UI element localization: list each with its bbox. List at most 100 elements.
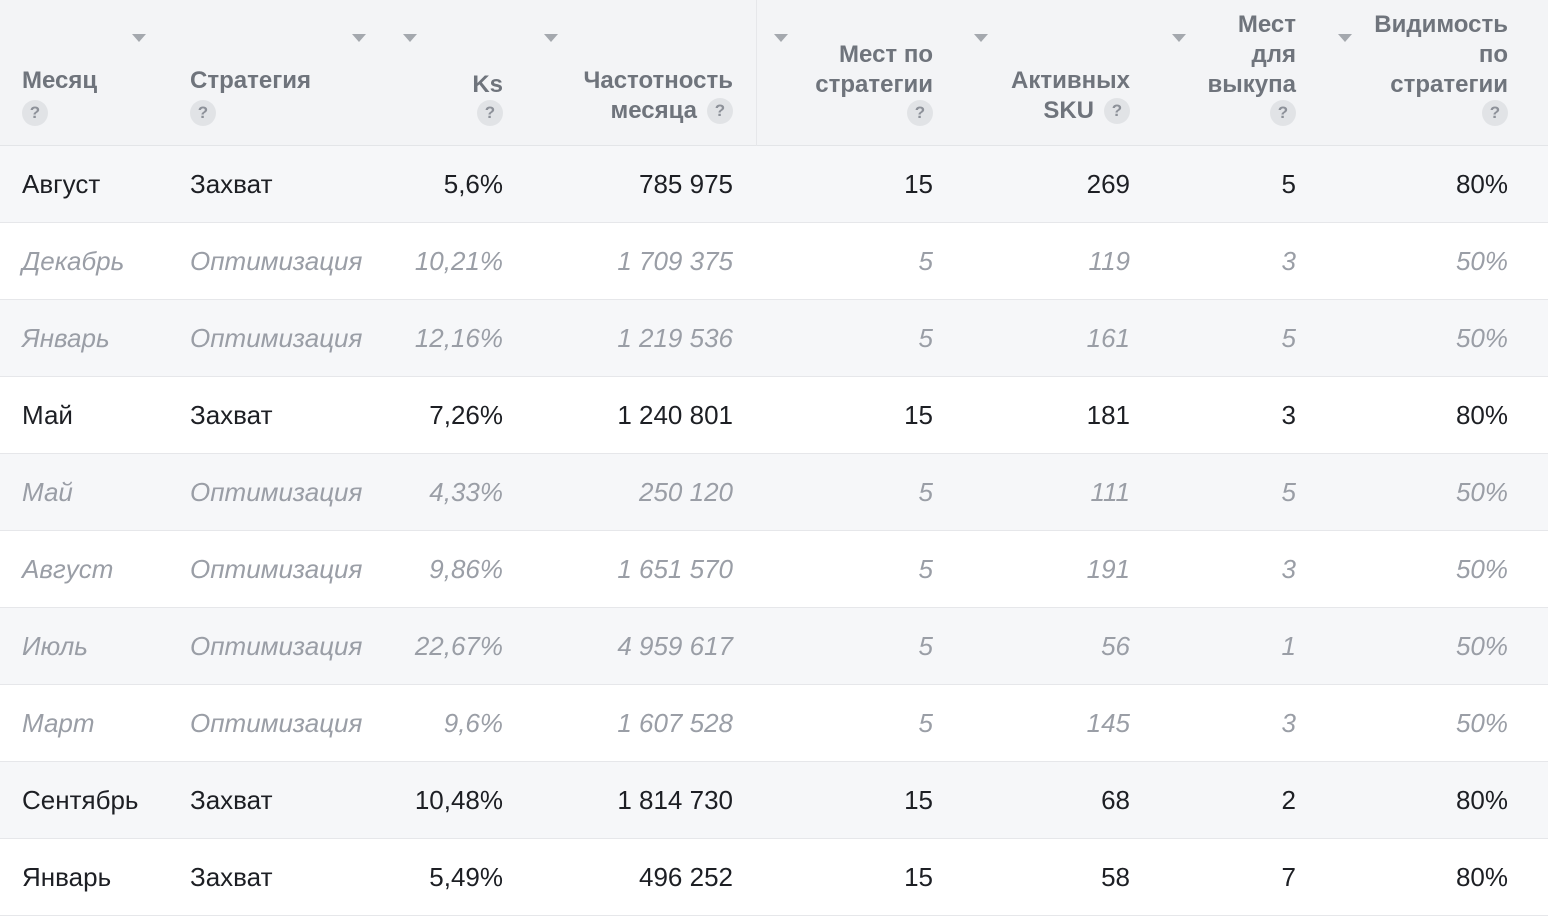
sort-caret-down-icon[interactable] [132, 34, 146, 42]
column-header-visibility-label-1: Видимость [1374, 11, 1508, 38]
cell-ks: 4,33% [429, 477, 503, 507]
column-header-visibility[interactable]: Видимость по стратегии ? [1332, 0, 1508, 146]
cell-frequency: 1 651 570 [617, 554, 733, 584]
sort-caret-down-icon[interactable] [974, 34, 988, 42]
cell-places-for-buyout: 5 [1281, 169, 1296, 199]
cell-active-sku: 56 [1101, 631, 1130, 661]
table-row[interactable]: Март Оптимизация 9,6% 1 607 528 5 145 3 … [0, 685, 1548, 762]
table-row[interactable]: Май Захват 7,26% 1 240 801 15 181 3 80% [0, 377, 1548, 454]
sort-caret-down-icon[interactable] [403, 34, 417, 42]
table-row[interactable]: Май Оптимизация 4,33% 250 120 5 111 5 50… [0, 454, 1548, 531]
sort-caret-down-icon[interactable] [1172, 34, 1186, 42]
cell-frequency: 1 240 801 [617, 400, 733, 430]
cell-frequency: 496 252 [639, 862, 733, 892]
column-header-active-sku[interactable]: Активных SKU ? [970, 0, 1130, 146]
column-header-month-label: Месяц [22, 67, 98, 94]
cell-active-sku: 145 [1086, 708, 1130, 738]
cell-strategy: Захват [190, 169, 273, 199]
cell-frequency: 785 975 [639, 169, 733, 199]
cell-active-sku: 119 [1088, 246, 1130, 276]
column-header-strategy[interactable]: Стратегия ? [168, 0, 378, 146]
column-header-places-by-strategy[interactable]: Мест по стратегии ? [770, 0, 933, 146]
table-row[interactable]: Январь Захват 5,49% 496 252 15 58 7 80% [0, 839, 1548, 916]
cell-month: Июль [22, 631, 88, 661]
cell-month: Май [22, 400, 73, 430]
cell-strategy: Захват [190, 862, 273, 892]
cell-month: Август [22, 169, 101, 199]
column-header-frequency-label-1: Частотность [583, 67, 733, 94]
cell-ks: 10,48% [414, 785, 503, 815]
cell-active-sku: 161 [1086, 323, 1130, 353]
table-row[interactable]: Декабрь Оптимизация 10,21% 1 709 375 5 1… [0, 223, 1548, 300]
help-icon[interactable]: ? [190, 100, 216, 126]
cell-visibility: 50% [1455, 708, 1508, 738]
cell-ks: 5,49% [429, 862, 503, 892]
cell-places-for-buyout: 3 [1281, 400, 1296, 430]
column-header-frequency-label-2: месяца [610, 97, 697, 124]
sort-caret-down-icon[interactable] [352, 34, 366, 42]
cell-strategy: Оптимизация [190, 477, 363, 507]
cell-active-sku: 181 [1086, 400, 1130, 430]
cell-strategy: Захват [190, 400, 273, 430]
cell-visibility: 50% [1455, 631, 1508, 661]
column-header-active-sku-label-1: Активных [1011, 67, 1130, 94]
cell-ks: 5,6% [443, 169, 503, 199]
cell-active-sku: 191 [1086, 554, 1130, 584]
cell-visibility: 50% [1455, 246, 1508, 276]
column-header-month[interactable]: Месяц ? [0, 0, 160, 146]
cell-frequency: 1 709 375 [617, 246, 733, 276]
help-icon[interactable]: ? [1270, 100, 1296, 126]
cell-visibility: 80% [1455, 169, 1508, 199]
cell-visibility: 80% [1455, 400, 1508, 430]
sort-caret-down-icon[interactable] [774, 34, 788, 42]
cell-visibility: 80% [1455, 862, 1508, 892]
help-icon[interactable]: ? [1482, 100, 1508, 126]
cell-places-by-strategy: 5 [918, 246, 933, 276]
column-header-ks-label: Ks [472, 71, 503, 98]
cell-visibility: 50% [1455, 477, 1508, 507]
table-header: Месяц ? Стратегия ? Ks ? [0, 0, 1548, 146]
sort-caret-down-icon[interactable] [544, 34, 558, 42]
cell-month: Январь [22, 323, 110, 353]
cell-places-for-buyout: 5 [1281, 323, 1296, 353]
cell-places-for-buyout: 5 [1281, 477, 1296, 507]
column-header-visibility-label-2: по [1478, 41, 1508, 68]
cell-places-for-buyout: 3 [1281, 708, 1296, 738]
table-row[interactable]: Январь Оптимизация 12,16% 1 219 536 5 16… [0, 300, 1548, 377]
help-icon[interactable]: ? [907, 100, 933, 126]
cell-frequency: 1 607 528 [617, 708, 733, 738]
column-header-frequency[interactable]: Частотность месяца ? [540, 0, 733, 146]
cell-frequency: 250 120 [639, 477, 733, 507]
column-header-places-for-buyout-label-2: для [1251, 41, 1296, 68]
cell-places-by-strategy: 15 [904, 169, 933, 199]
cell-places-for-buyout: 2 [1281, 785, 1296, 815]
cell-strategy: Захват [190, 785, 273, 815]
help-icon[interactable]: ? [707, 98, 733, 124]
help-icon[interactable]: ? [22, 100, 48, 126]
help-icon[interactable]: ? [1104, 98, 1130, 124]
cell-month: Январь [22, 862, 112, 892]
help-icon[interactable]: ? [477, 100, 503, 126]
cell-places-by-strategy: 5 [918, 708, 933, 738]
cell-places-by-strategy: 15 [904, 862, 933, 892]
table-row[interactable]: Сентябрь Захват 10,48% 1 814 730 15 68 2… [0, 762, 1548, 839]
column-header-places-for-buyout[interactable]: Мест для выкупа ? [1166, 0, 1296, 146]
cell-ks: 12,16% [414, 323, 503, 353]
table-row[interactable]: Август Оптимизация 9,86% 1 651 570 5 191… [0, 531, 1548, 608]
table-row[interactable]: Август Захват 5,6% 785 975 15 269 5 80% [0, 146, 1548, 223]
column-header-ks[interactable]: Ks ? [395, 0, 503, 146]
column-header-places-by-strategy-label-1: Мест по [839, 41, 933, 68]
cell-places-by-strategy: 5 [918, 323, 933, 353]
cell-visibility: 80% [1455, 785, 1508, 815]
column-header-visibility-label-3: стратегии [1390, 71, 1508, 98]
cell-strategy: Оптимизация [190, 708, 363, 738]
cell-strategy: Оптимизация [190, 323, 363, 353]
table-row[interactable]: Июль Оптимизация 22,67% 4 959 617 5 56 1… [0, 608, 1548, 685]
cell-frequency: 1 219 536 [617, 323, 733, 353]
cell-ks: 9,6% [443, 708, 503, 738]
cell-visibility: 50% [1455, 554, 1508, 584]
column-header-places-by-strategy-label-2: стратегии [815, 71, 933, 98]
cell-month: Сентябрь [22, 785, 139, 815]
sort-caret-down-icon[interactable] [1338, 34, 1352, 42]
cell-ks: 7,26% [429, 400, 503, 430]
